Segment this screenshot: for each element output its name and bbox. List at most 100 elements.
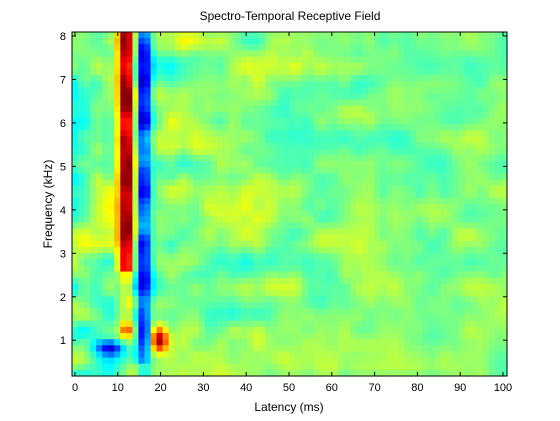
heatmap-cell — [482, 154, 490, 162]
heatmap-cell — [416, 290, 424, 297]
heatmap-cell — [295, 142, 303, 150]
heatmap-cell — [500, 351, 508, 359]
heatmap-cell — [156, 38, 164, 45]
heatmap-cell — [428, 222, 436, 230]
heatmap-cell — [180, 296, 188, 303]
heatmap-cell — [102, 87, 109, 95]
heatmap-cell — [150, 87, 158, 95]
heatmap-cell — [301, 265, 309, 273]
heatmap-cell — [362, 154, 369, 162]
heatmap-cell — [422, 142, 430, 150]
heatmap-cell — [368, 142, 375, 150]
heatmap-cell — [174, 136, 182, 144]
heatmap-cell — [289, 38, 297, 45]
heatmap-cell — [289, 118, 297, 125]
heatmap-cell — [186, 234, 194, 242]
heatmap-cell — [446, 345, 454, 353]
heatmap-cell — [102, 320, 109, 328]
heatmap-cell — [500, 369, 508, 377]
heatmap-cell — [482, 210, 490, 217]
heatmap-cell — [452, 124, 460, 131]
heatmap-cell — [368, 136, 375, 144]
heatmap-cell — [446, 179, 454, 187]
heatmap-cell — [138, 277, 146, 285]
heatmap-cell — [253, 93, 260, 101]
heatmap-cell — [144, 56, 152, 64]
heatmap-cell — [204, 363, 212, 371]
heatmap-cell — [337, 197, 345, 205]
heatmap-cell — [229, 222, 236, 230]
heatmap-cell — [458, 277, 466, 285]
heatmap-cell — [392, 81, 399, 88]
heatmap-cell — [204, 247, 212, 254]
heatmap-cell — [162, 228, 170, 236]
heatmap-cell — [210, 228, 218, 236]
heatmap-cell — [114, 277, 121, 285]
heatmap-cell — [337, 75, 345, 82]
heatmap-cell — [235, 99, 242, 107]
heatmap-cell — [355, 75, 363, 82]
heatmap-cell — [458, 75, 466, 82]
heatmap-cell — [259, 185, 266, 193]
heatmap-cell — [349, 320, 357, 328]
heatmap-cell — [386, 228, 393, 236]
heatmap-cell — [289, 173, 297, 181]
heatmap-cell — [319, 271, 327, 279]
heatmap-cell — [494, 130, 502, 138]
heatmap-cell — [307, 345, 315, 353]
heatmap-cell — [90, 118, 97, 125]
heatmap-cell — [114, 75, 121, 82]
heatmap-cell — [156, 339, 164, 346]
heatmap-cell — [325, 339, 333, 346]
heatmap-cell — [422, 204, 430, 211]
heatmap-cell — [446, 32, 454, 39]
heatmap-cell — [192, 142, 200, 150]
heatmap-cell — [229, 179, 236, 187]
heatmap-cell — [72, 265, 79, 273]
heatmap-cell — [500, 333, 508, 340]
heatmap-cell — [355, 228, 363, 236]
heatmap-cell — [452, 38, 460, 45]
heatmap-cell — [452, 271, 460, 279]
heatmap-cell — [192, 314, 200, 322]
heatmap-cell — [446, 197, 454, 205]
heatmap-cell — [132, 308, 140, 316]
heatmap-cell — [108, 118, 115, 125]
heatmap-cell — [301, 369, 309, 377]
heatmap-cell — [410, 345, 417, 353]
heatmap-cell — [108, 308, 115, 316]
heatmap-cell — [410, 339, 417, 346]
heatmap-cell — [410, 44, 417, 52]
heatmap-cell — [210, 56, 218, 64]
heatmap-cell — [289, 99, 297, 107]
heatmap-cell — [247, 210, 254, 217]
heatmap-cell — [96, 216, 103, 224]
heatmap-cell — [482, 271, 490, 279]
heatmap-cell — [331, 142, 339, 150]
heatmap-cell — [289, 148, 297, 156]
heatmap-cell — [337, 124, 345, 131]
heatmap-cell — [271, 148, 279, 156]
heatmap-cell — [277, 228, 285, 236]
heatmap-cell — [138, 339, 146, 346]
heatmap-cell — [494, 185, 502, 193]
heatmap-cell — [235, 234, 242, 242]
heatmap-cell — [90, 185, 97, 193]
heatmap-cell — [307, 81, 315, 88]
heatmap-cell — [458, 62, 466, 70]
heatmap-cell — [386, 308, 393, 316]
heatmap-cell — [289, 32, 297, 39]
heatmap-cell — [307, 302, 315, 310]
heatmap-cell — [108, 93, 115, 101]
heatmap-cell — [337, 154, 345, 162]
heatmap-cell — [277, 68, 285, 76]
heatmap-cell — [355, 326, 363, 334]
heatmap-cell — [331, 326, 339, 334]
heatmap-cell — [150, 38, 158, 45]
heatmap-cell — [355, 99, 363, 107]
heatmap-cell — [253, 271, 260, 279]
heatmap-cell — [144, 124, 152, 131]
heatmap-cell — [168, 210, 176, 217]
heatmap-cell — [337, 271, 345, 279]
heatmap-cell — [458, 234, 466, 242]
